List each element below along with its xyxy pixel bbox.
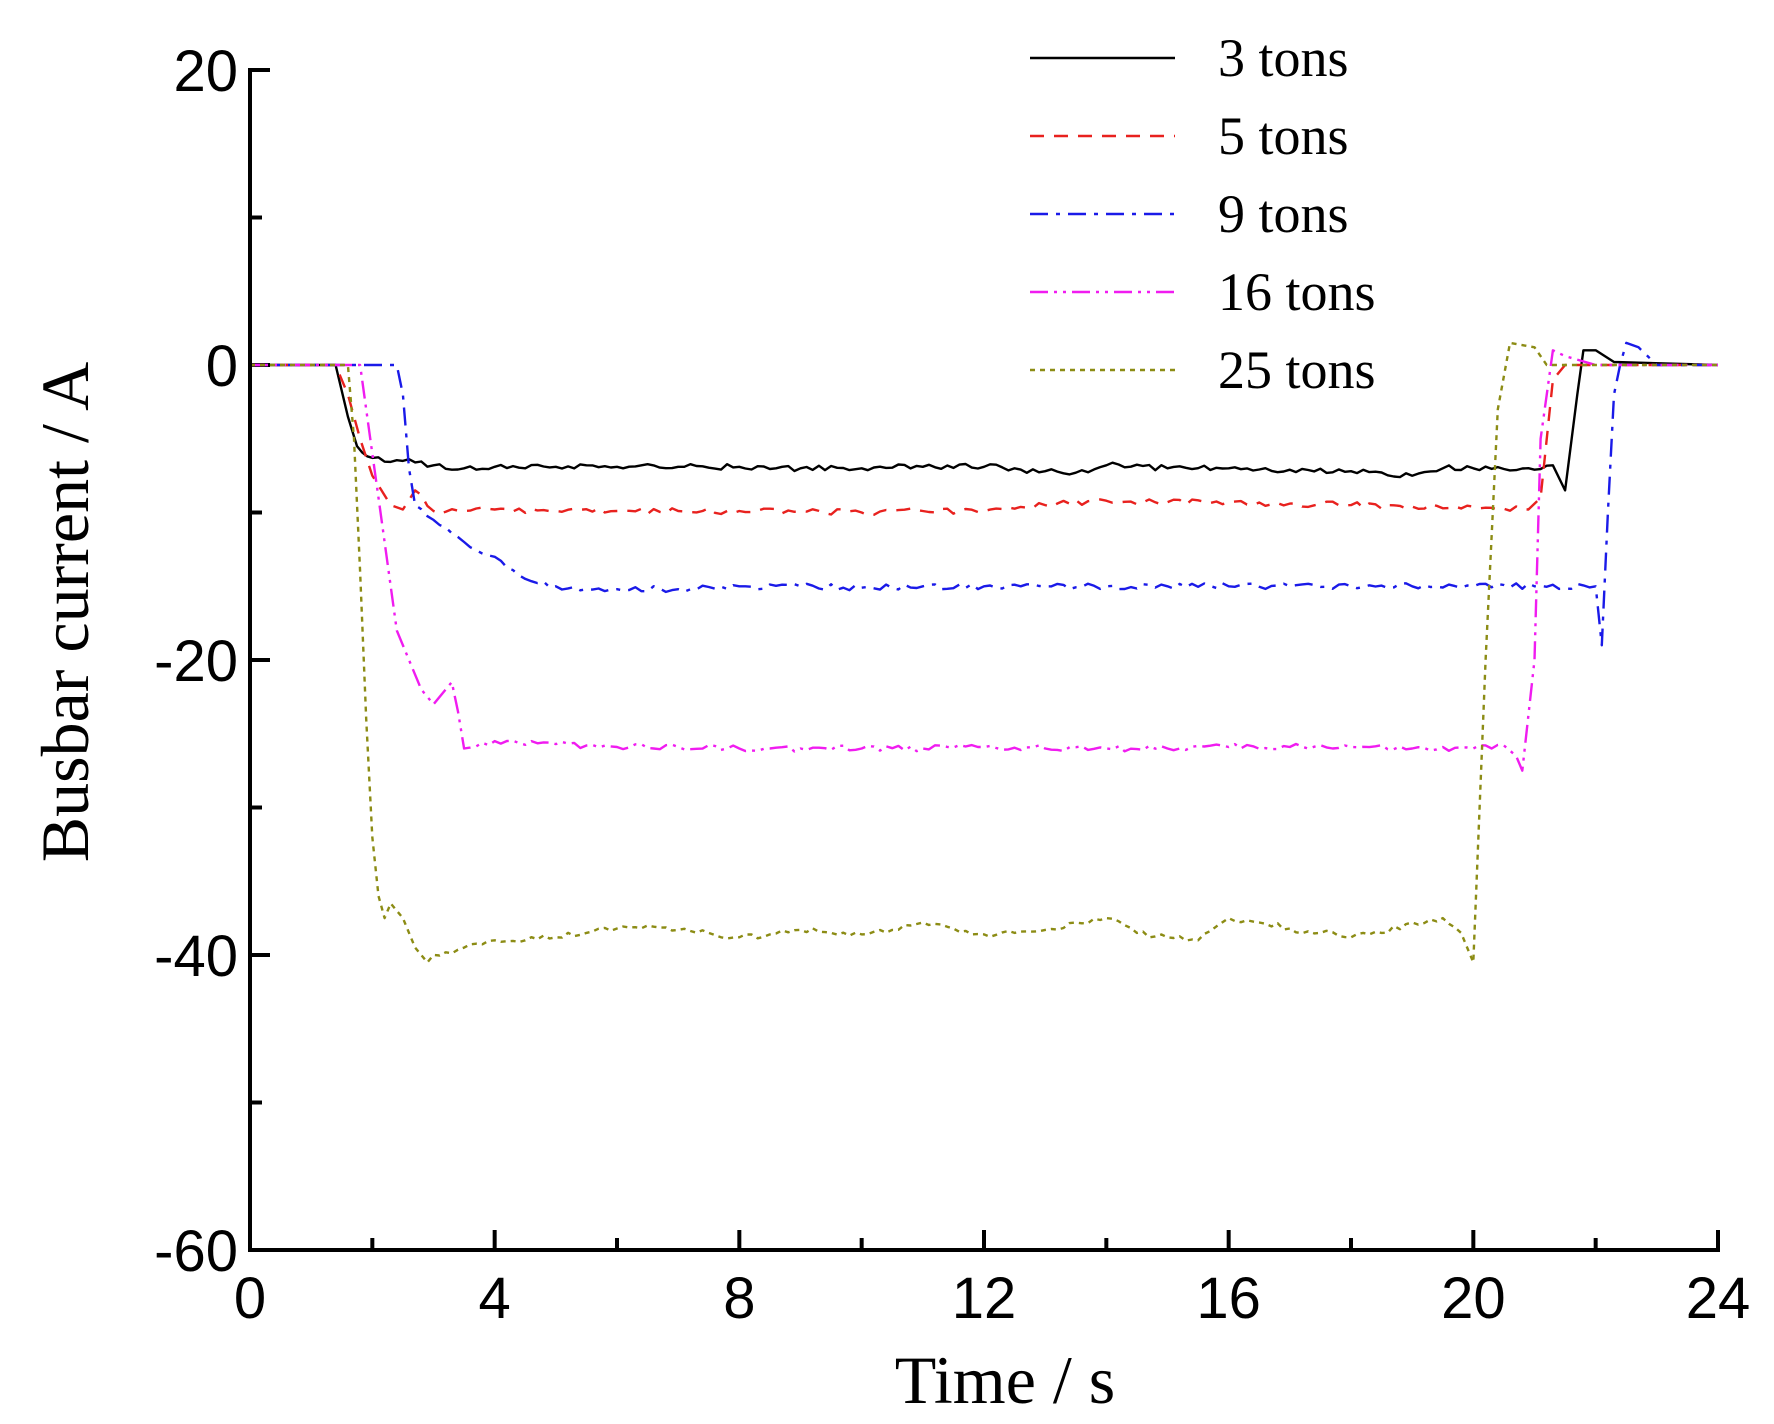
legend-label: 3 tons: [1218, 28, 1349, 88]
legend: 3 tons 5 tons 9 tons 16 tons 25 tons: [1030, 28, 1376, 400]
x-tick-label: 12: [952, 1266, 1017, 1331]
y-tick-label: 0: [206, 334, 238, 399]
y-tick-label: -60: [154, 1219, 238, 1284]
series-line-25-tons: [250, 341, 1718, 964]
x-tick-label: 0: [234, 1266, 266, 1331]
x-tick-label: 24: [1686, 1266, 1751, 1331]
x-axis-title: Time / s: [895, 1342, 1115, 1418]
series-line-5-tons: [250, 363, 1718, 517]
x-tick-label: 4: [479, 1266, 511, 1331]
series-line-9-tons: [250, 341, 1718, 647]
plot-area: [250, 341, 1719, 964]
x-tick-label: 16: [1196, 1266, 1261, 1331]
legend-label: 25 tons: [1218, 340, 1376, 400]
y-tick-label: -40: [154, 924, 238, 989]
series-line-3-tons: [250, 349, 1719, 492]
y-tick-label: -20: [154, 629, 238, 694]
x-tick-label: 20: [1441, 1266, 1506, 1331]
series-line-16-tons: [250, 349, 1718, 772]
legend-label: 9 tons: [1218, 184, 1349, 244]
legend-label: 5 tons: [1218, 106, 1349, 166]
x-axis-ticks: 0 4 8 12 16 20 24: [234, 1230, 1750, 1331]
legend-label: 16 tons: [1218, 262, 1376, 322]
y-axis-title: Busbar current / A: [27, 362, 103, 862]
x-tick-label: 8: [723, 1266, 755, 1331]
y-tick-label: 20: [173, 39, 238, 104]
y-axis-ticks: 20 0 -20 -40 -60: [154, 39, 270, 1284]
